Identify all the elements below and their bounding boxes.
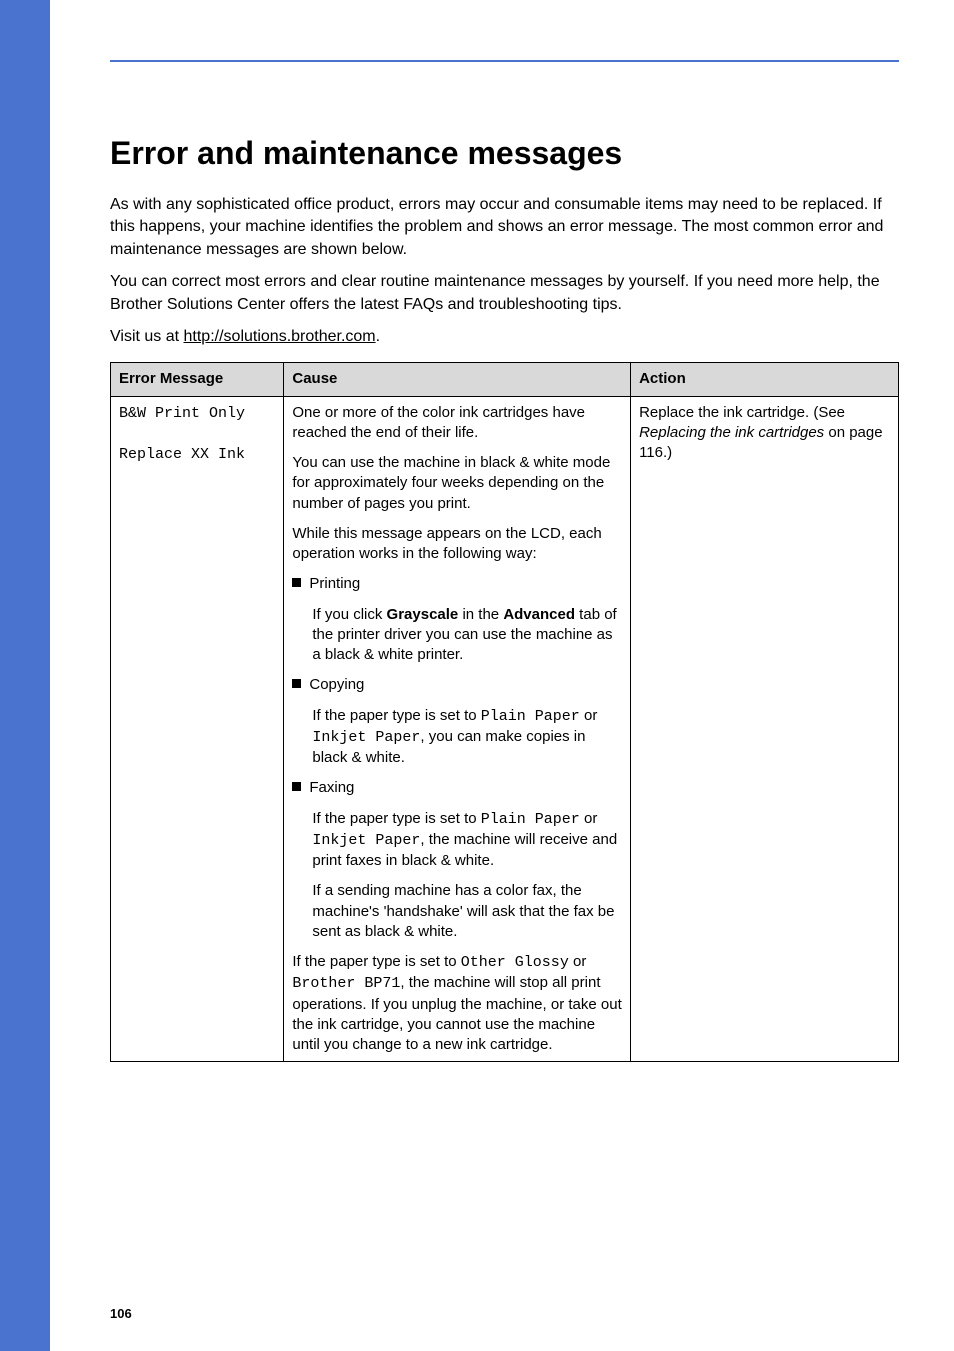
t: Plain Paper bbox=[481, 708, 580, 725]
t: If the paper type is set to bbox=[312, 810, 480, 827]
content-area: Error and maintenance messages As with a… bbox=[110, 135, 899, 1062]
bullet-copying: Copying bbox=[292, 675, 622, 695]
bullet-printing-label: Printing bbox=[309, 575, 360, 592]
bullet-copying-label: Copying bbox=[309, 676, 364, 693]
table-row: B&W Print Only Replace XX Ink One or mor… bbox=[111, 396, 899, 1062]
cell-cause: One or more of the color ink cartridges … bbox=[284, 396, 631, 1062]
intro-paragraph-3: Visit us at http://solutions.brother.com… bbox=[110, 326, 899, 348]
msg-line-1: B&W Print Only bbox=[119, 405, 245, 422]
t: Other Glossy bbox=[461, 954, 569, 971]
cause-p1: One or more of the color ink cartridges … bbox=[292, 403, 622, 444]
page: Error and maintenance messages As with a… bbox=[0, 0, 954, 1351]
t: If the paper type is set to bbox=[292, 953, 460, 970]
error-table: Error Message Cause Action B&W Print Onl… bbox=[110, 362, 899, 1062]
square-bullet-icon bbox=[292, 679, 301, 688]
solutions-link[interactable]: http://solutions.brother.com bbox=[184, 328, 376, 345]
cause-p2: You can use the machine in black & white… bbox=[292, 453, 622, 514]
t: Grayscale bbox=[387, 606, 459, 623]
printing-sub: If you click Grayscale in the Advanced t… bbox=[292, 605, 622, 666]
bullet-printing: Printing bbox=[292, 574, 622, 594]
header-action: Action bbox=[631, 363, 899, 396]
faxing-sub-2: If a sending machine has a color fax, th… bbox=[292, 881, 622, 942]
msg-line-2: Replace XX Ink bbox=[119, 446, 245, 463]
bullet-faxing-label: Faxing bbox=[309, 779, 354, 796]
table-header-row: Error Message Cause Action bbox=[111, 363, 899, 396]
t: If the paper type is set to bbox=[312, 707, 480, 724]
bullet-faxing: Faxing bbox=[292, 778, 622, 798]
top-rule bbox=[110, 60, 899, 62]
cause-p3: While this message appears on the LCD, e… bbox=[292, 524, 622, 565]
t: in the bbox=[458, 606, 503, 623]
t: Inkjet Paper bbox=[312, 729, 420, 746]
header-error-message: Error Message bbox=[111, 363, 284, 396]
cell-action: Replace the ink cartridge. (See Replacin… bbox=[631, 396, 899, 1062]
t: Brother BP71 bbox=[292, 975, 400, 992]
intro-paragraph-1: As with any sophisticated office product… bbox=[110, 194, 899, 261]
t: or bbox=[569, 953, 587, 970]
page-number: 106 bbox=[110, 1306, 132, 1321]
side-stripe bbox=[0, 0, 50, 1351]
action-reference: Replacing the ink cartridges bbox=[639, 424, 824, 441]
intro-3-prefix: Visit us at bbox=[110, 328, 184, 345]
header-cause: Cause bbox=[284, 363, 631, 396]
page-title: Error and maintenance messages bbox=[110, 135, 899, 172]
cell-error-message: B&W Print Only Replace XX Ink bbox=[111, 396, 284, 1062]
t: Replace the ink cartridge. (See bbox=[639, 404, 845, 421]
t: or bbox=[580, 707, 598, 724]
t: If you click bbox=[312, 606, 386, 623]
copying-sub: If the paper type is set to Plain Paper … bbox=[292, 706, 622, 769]
t: Advanced bbox=[503, 606, 575, 623]
square-bullet-icon bbox=[292, 782, 301, 791]
faxing-sub-1: If the paper type is set to Plain Paper … bbox=[292, 809, 622, 872]
intro-3-suffix: . bbox=[376, 328, 380, 345]
t: Inkjet Paper bbox=[312, 832, 420, 849]
t: Plain Paper bbox=[481, 811, 580, 828]
cause-p4: If the paper type is set to Other Glossy… bbox=[292, 952, 622, 1055]
square-bullet-icon bbox=[292, 578, 301, 587]
intro-paragraph-2: You can correct most errors and clear ro… bbox=[110, 271, 899, 316]
t: or bbox=[580, 810, 598, 827]
